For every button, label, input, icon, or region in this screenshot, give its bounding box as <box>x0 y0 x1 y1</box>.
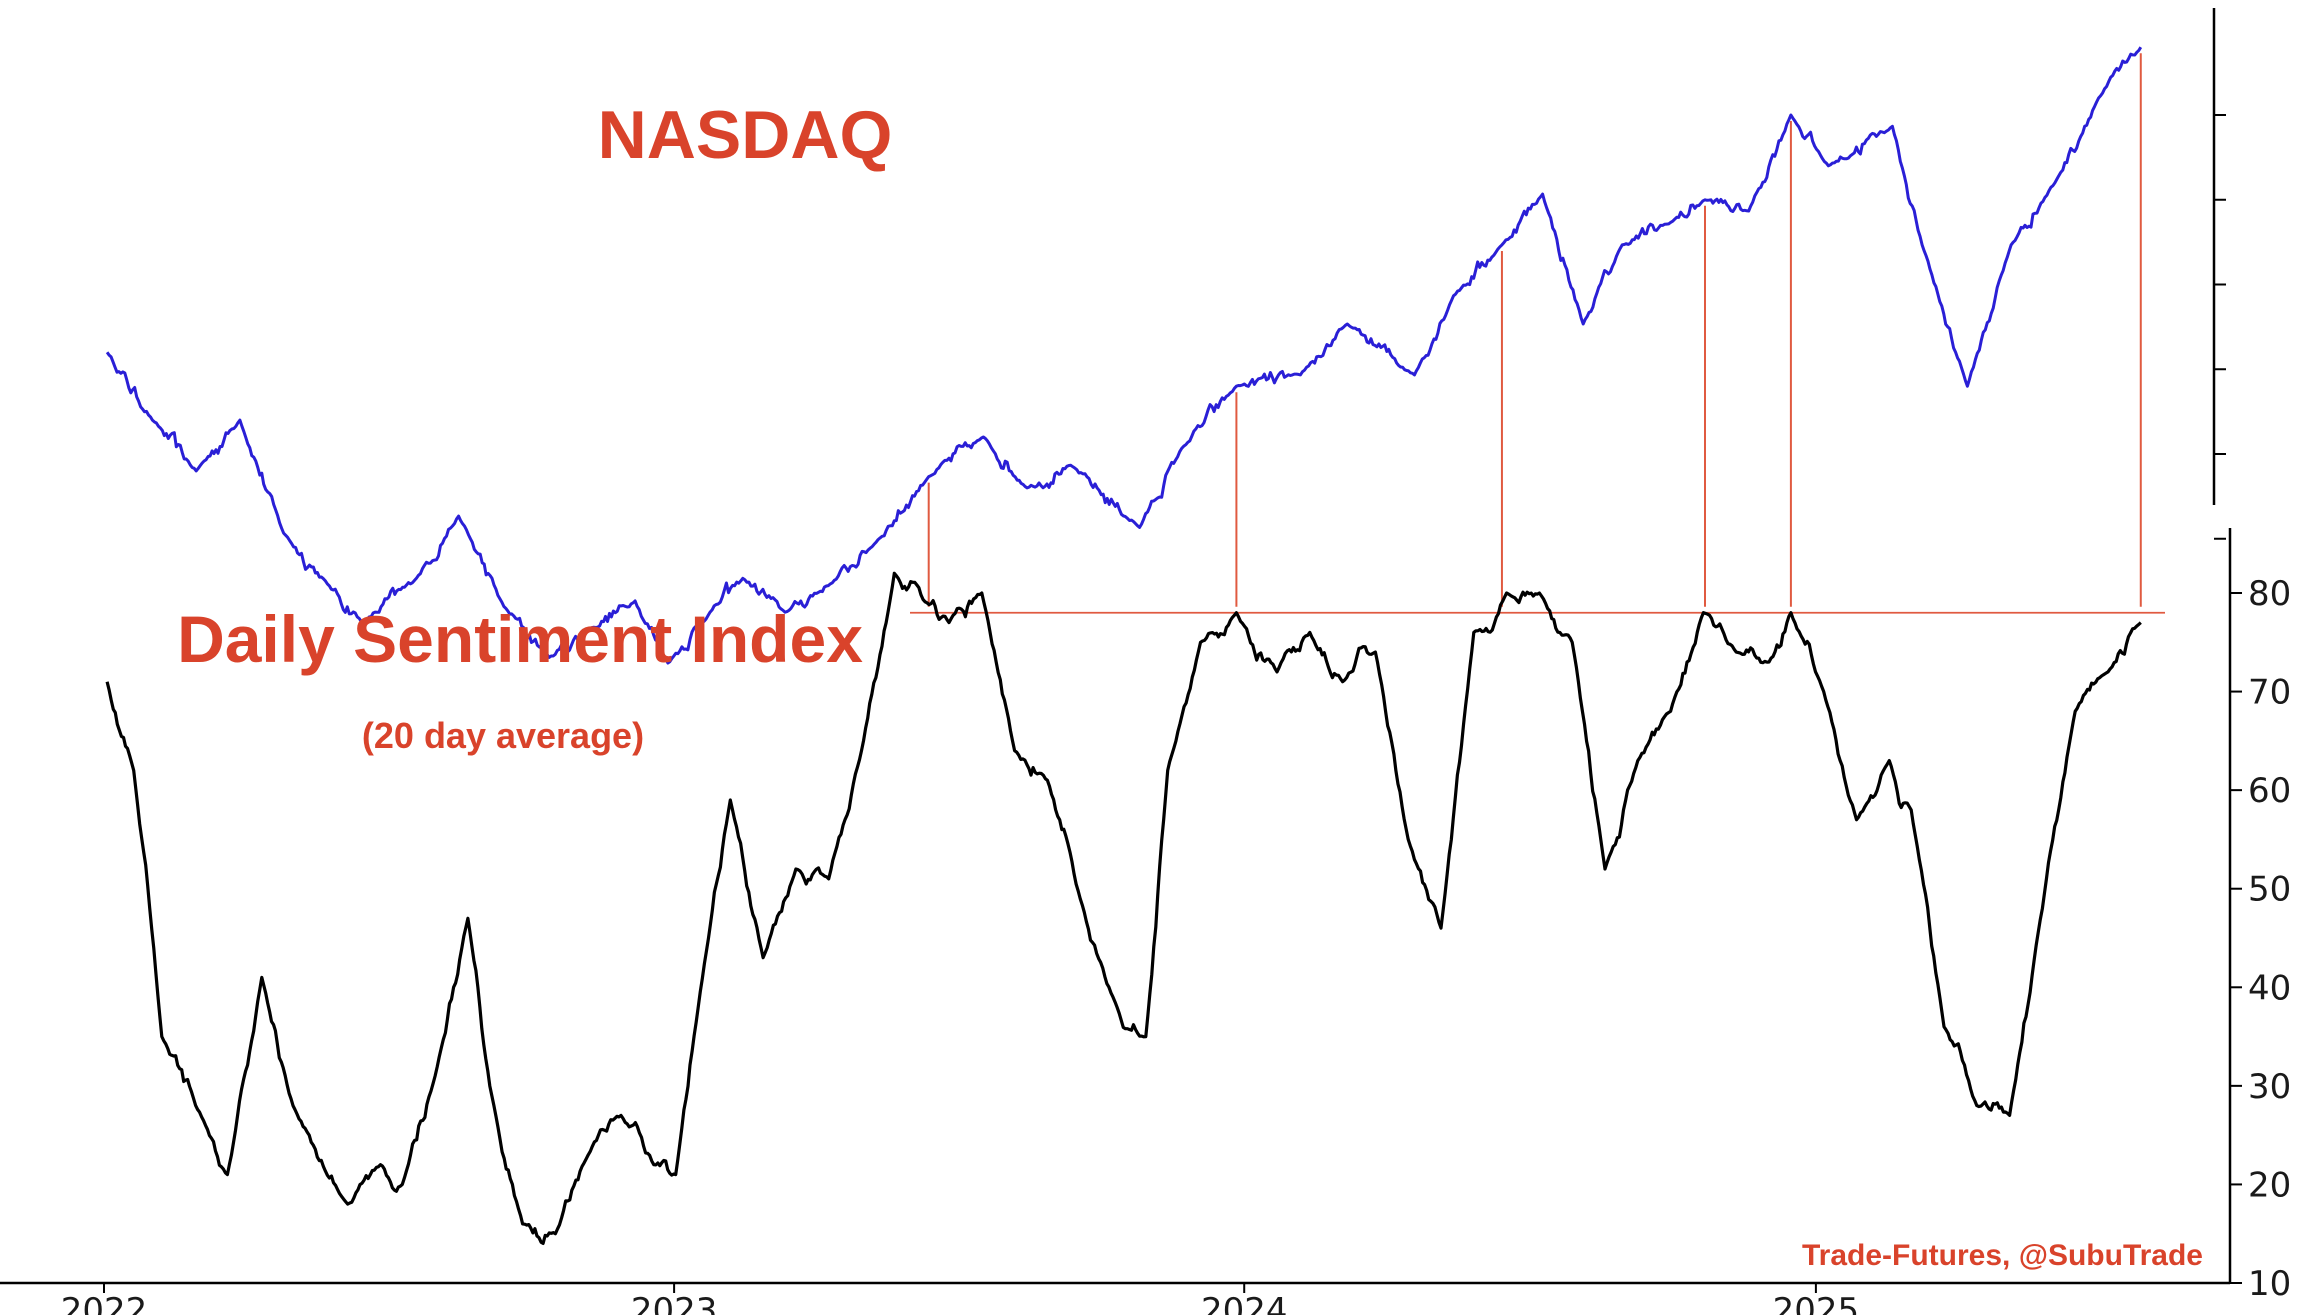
nasdaq-series-line <box>105 46 2143 665</box>
credit-text: Trade-Futures, @SubuTrade <box>1802 1239 2203 1272</box>
dsi-series-line <box>105 571 2142 1245</box>
x-tick-label: 2025 <box>1773 1291 1860 1315</box>
x-tick-label: 2023 <box>631 1291 718 1315</box>
x-tick-label: 2022 <box>61 1291 148 1315</box>
dsi-subtitle: (20 day average) <box>362 715 644 756</box>
dsi-tick-label: 30 <box>2248 1067 2291 1107</box>
dsi-tick-label: 10 <box>2248 1264 2291 1304</box>
peak-markers <box>910 53 2165 614</box>
dsi-tick-label: 50 <box>2248 870 2291 910</box>
nasdaq-title: NASDAQ <box>598 97 893 173</box>
dsi-axis-ticks: 10 20 30 40 50 60 70 80 <box>2230 574 2291 1304</box>
dsi-tick-label: 80 <box>2248 574 2291 614</box>
nasdaq-axis-ticks <box>2214 114 2226 540</box>
dsi-tick-label: 70 <box>2248 673 2291 713</box>
dsi-title: Daily Sentiment Index <box>177 602 863 676</box>
dsi-tick-label: 20 <box>2248 1165 2291 1205</box>
dsi-tick-label: 40 <box>2248 968 2291 1008</box>
x-tick-label: 2024 <box>1201 1291 1288 1315</box>
x-axis-ticks: 2022 2023 2024 2025 <box>61 1283 1859 1315</box>
dsi-tick-label: 60 <box>2248 771 2291 811</box>
